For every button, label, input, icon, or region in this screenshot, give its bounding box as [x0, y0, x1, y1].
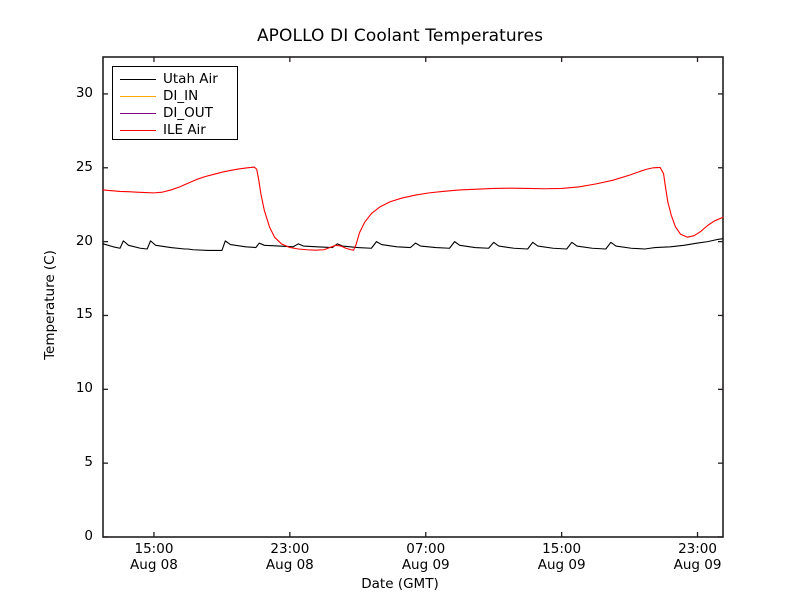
legend-label: ILE Air: [163, 122, 206, 138]
series-line-ile-air: [102, 166, 724, 251]
legend-label: DI_IN: [163, 88, 199, 104]
legend-color-swatch: [120, 113, 156, 114]
x-axis-label: Date (GMT): [361, 576, 439, 592]
legend-color-swatch: [120, 130, 156, 131]
chart-legend: Utah Air DI_IN DI_OUT ILE Air: [112, 66, 238, 140]
x-tick-time: 07:00: [406, 541, 446, 557]
chart-title: APOLLO DI Coolant Temperatures: [256, 26, 544, 46]
series-line-utah-air: [102, 238, 724, 252]
x-tick-label: 07:00 Aug 09: [366, 541, 486, 573]
x-tick-label: 15:00 Aug 09: [502, 541, 622, 573]
legend-color-swatch: [120, 79, 156, 80]
y-tick-label: 5: [84, 454, 93, 471]
x-tick-time: 15:00: [134, 541, 174, 557]
legend-color-swatch: [120, 96, 156, 97]
x-tick-date: Aug 09: [673, 557, 722, 573]
x-tick-date: Aug 09: [401, 557, 450, 573]
y-tick-label: 25: [75, 158, 93, 175]
y-tick-label: 20: [75, 232, 93, 249]
y-tick-label: 15: [75, 306, 93, 323]
x-tick-date: Aug 09: [537, 557, 586, 573]
y-tick-label: 0: [84, 528, 93, 544]
legend-item[interactable]: Utah Air: [113, 71, 239, 88]
legend-item[interactable]: DI_OUT: [113, 105, 239, 122]
legend-label: DI_OUT: [163, 105, 213, 121]
x-tick-label: 23:00 Aug 08: [230, 541, 350, 573]
x-tick-label: 23:00 Aug 09: [638, 541, 758, 573]
legend-label: Utah Air: [163, 71, 218, 87]
y-tick-label: 30: [75, 84, 93, 101]
plot-frame: [102, 56, 724, 538]
x-tick-date: Aug 08: [130, 557, 178, 573]
x-tick-time: 23:00: [678, 541, 717, 557]
x-tick-time: 15:00: [542, 541, 582, 557]
x-tick-label: 15:00 Aug 08: [94, 541, 214, 573]
x-tick-date: Aug 08: [265, 557, 314, 573]
x-tick-time: 23:00: [270, 541, 310, 557]
legend-item[interactable]: DI_IN: [113, 88, 239, 105]
y-tick-label: 10: [75, 380, 93, 397]
legend-item[interactable]: ILE Air: [113, 122, 239, 139]
